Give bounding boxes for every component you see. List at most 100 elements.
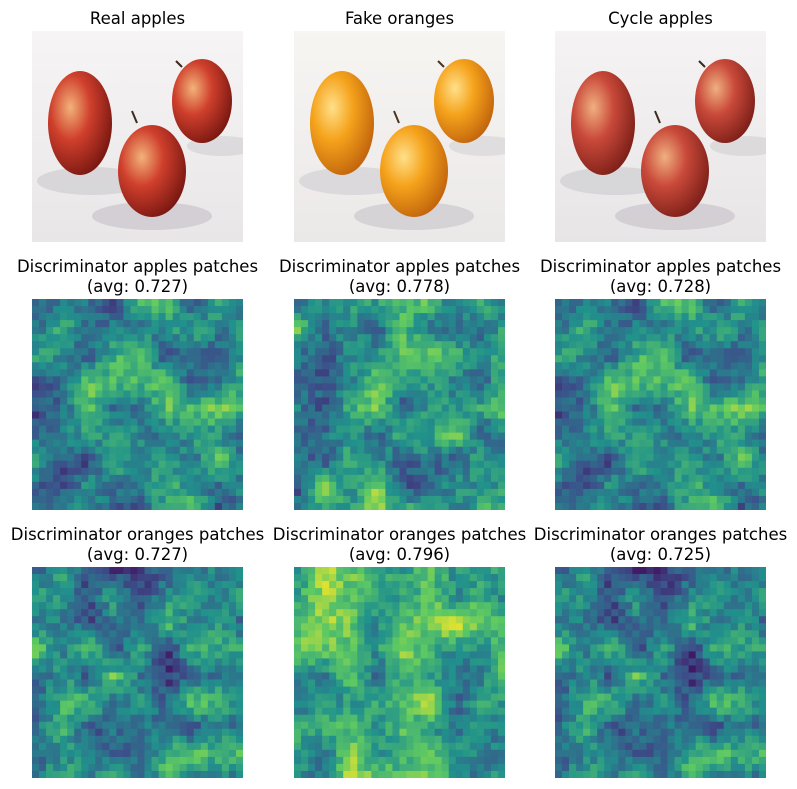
heatmap-cell	[165, 348, 174, 356]
heatmap-cell	[562, 404, 570, 412]
heatmap-cell	[427, 320, 436, 328]
heatmap-cell	[455, 679, 464, 687]
heatmap-cell	[102, 341, 110, 349]
heatmap-cell	[758, 376, 766, 384]
heatmap-cell	[490, 411, 499, 419]
heatmap-cell	[490, 609, 499, 617]
heatmap-cell	[67, 299, 75, 307]
heatmap-cell	[660, 341, 668, 349]
heatmap-cell	[476, 672, 485, 680]
heatmap-cell	[158, 651, 167, 659]
heatmap-cell	[193, 679, 202, 687]
heatmap-cell	[674, 306, 682, 314]
heatmap-cell	[214, 679, 223, 687]
heatmap-cell	[583, 574, 591, 582]
heatmap-cell	[399, 502, 407, 510]
heatmap-cell	[46, 616, 54, 624]
heatmap-cell	[200, 488, 209, 497]
heatmap-cell	[95, 651, 103, 659]
heatmap-cell	[81, 644, 89, 652]
heatmap-cell	[53, 749, 61, 758]
heatmap-cell	[207, 348, 216, 356]
heatmap-cell	[709, 460, 718, 469]
heatmap-cell	[576, 425, 584, 434]
heatmap-cell	[660, 306, 668, 314]
heatmap-cell	[228, 756, 237, 765]
heatmap-cell	[590, 588, 598, 596]
heatmap-cell	[123, 439, 131, 448]
heatmap-cell	[67, 502, 75, 510]
heatmap-cell	[95, 567, 103, 575]
heatmap-cell	[336, 609, 344, 617]
heatmap-cell	[611, 609, 619, 617]
heatmap-cell	[562, 481, 570, 490]
heatmap-cell	[758, 355, 766, 363]
heatmap-cell	[434, 474, 443, 483]
heatmap-cell	[392, 383, 400, 391]
heatmap-cell	[462, 467, 471, 476]
heatmap-cell	[53, 411, 61, 419]
heatmap-cell	[758, 425, 766, 434]
heatmap-cell	[392, 404, 400, 412]
heatmap-cell	[151, 623, 159, 631]
heatmap-cell	[95, 446, 103, 455]
heatmap-cell	[413, 369, 421, 377]
heatmap-cell	[469, 320, 478, 328]
heatmap-cell	[172, 714, 181, 723]
heatmap-cell	[172, 616, 181, 624]
heatmap-cell	[116, 588, 124, 596]
heatmap-cell	[385, 355, 393, 363]
heatmap-cell	[228, 418, 237, 426]
heatmap-cell	[95, 700, 103, 709]
heatmap-cell	[674, 390, 682, 398]
heatmap-cell	[604, 355, 612, 363]
heatmap-cell	[46, 362, 54, 370]
heatmap-cell	[653, 355, 661, 363]
heatmap-cell	[294, 369, 302, 377]
heatmap-cell	[130, 721, 138, 730]
heatmap-cell	[193, 404, 202, 412]
heatmap-cell	[179, 616, 188, 624]
heatmap-cell	[483, 453, 492, 462]
heatmap-cell	[116, 376, 124, 384]
heatmap-cell	[583, 439, 591, 448]
heatmap-cell	[597, 460, 605, 469]
heatmap-cell	[200, 651, 209, 659]
heatmap-cell	[476, 306, 485, 314]
heatmap-cell	[53, 390, 61, 398]
heatmap-cell	[751, 306, 760, 314]
heatmap-cell	[455, 397, 464, 405]
heatmap-cell	[32, 749, 40, 758]
heatmap-cell	[172, 488, 181, 497]
heatmap-cell	[597, 320, 605, 328]
heatmap-cell	[88, 651, 96, 659]
heatmap-cell	[427, 644, 436, 652]
heatmap-cell	[469, 460, 478, 469]
heatmap-cell	[744, 616, 753, 624]
heatmap-cell	[179, 481, 188, 490]
heatmap-cell	[427, 404, 436, 412]
heatmap-cell	[123, 658, 131, 666]
heatmap-cell	[109, 320, 117, 328]
heatmap-cell	[364, 714, 372, 723]
heatmap-cell	[639, 495, 647, 504]
heatmap-cell	[60, 418, 68, 426]
heatmap-cell	[322, 602, 330, 610]
heatmap-cell	[308, 756, 316, 765]
heatmap-cell	[130, 686, 138, 694]
heatmap-cell	[392, 306, 400, 314]
heatmap-cell	[751, 418, 760, 426]
heatmap-cell	[53, 623, 61, 631]
heatmap-cell	[751, 651, 760, 659]
heatmap-cell	[151, 439, 159, 448]
heatmap-cell	[632, 467, 640, 476]
heatmap-cell	[53, 651, 61, 659]
heatmap-cell	[490, 700, 499, 709]
heatmap-cell	[455, 355, 464, 363]
heatmap-cell	[483, 644, 492, 652]
heatmap-cell	[653, 495, 661, 504]
heatmap-cell	[329, 721, 337, 730]
heatmap-cell	[639, 644, 647, 652]
heatmap-cell	[583, 651, 591, 659]
heatmap-cell	[193, 749, 202, 758]
